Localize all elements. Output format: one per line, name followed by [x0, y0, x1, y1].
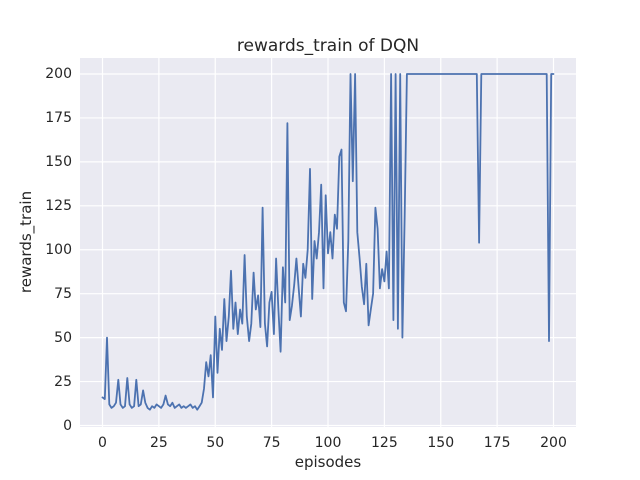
x-tick-label: 150 — [427, 435, 455, 451]
y-tick-label: 175 — [45, 109, 72, 126]
x-axis-label: episodes — [294, 453, 362, 471]
reward-line-series — [101, 73, 555, 411]
y-tick-label: 100 — [45, 241, 72, 258]
y-tick-label: 0 — [63, 417, 72, 434]
y-tick-label: 25 — [54, 373, 72, 390]
y-tick-label: 50 — [54, 329, 72, 346]
y-tick-label: 150 — [45, 153, 72, 170]
x-tick-label: 0 — [98, 435, 107, 451]
chart-title: rewards_train of DQN — [236, 36, 420, 56]
x-tick-label: 175 — [483, 435, 511, 451]
y-tick-label: 200 — [45, 66, 72, 82]
y-tick-label: 75 — [54, 285, 72, 302]
x-tick-label: 50 — [206, 435, 225, 451]
x-tick-label: 125 — [371, 435, 398, 451]
x-tick-label: 75 — [262, 435, 281, 451]
y-tick-label: 125 — [45, 197, 72, 214]
x-tick-label: 200 — [540, 435, 567, 451]
x-tick-label: 25 — [149, 435, 168, 451]
x-tick-label: 100 — [314, 435, 342, 451]
